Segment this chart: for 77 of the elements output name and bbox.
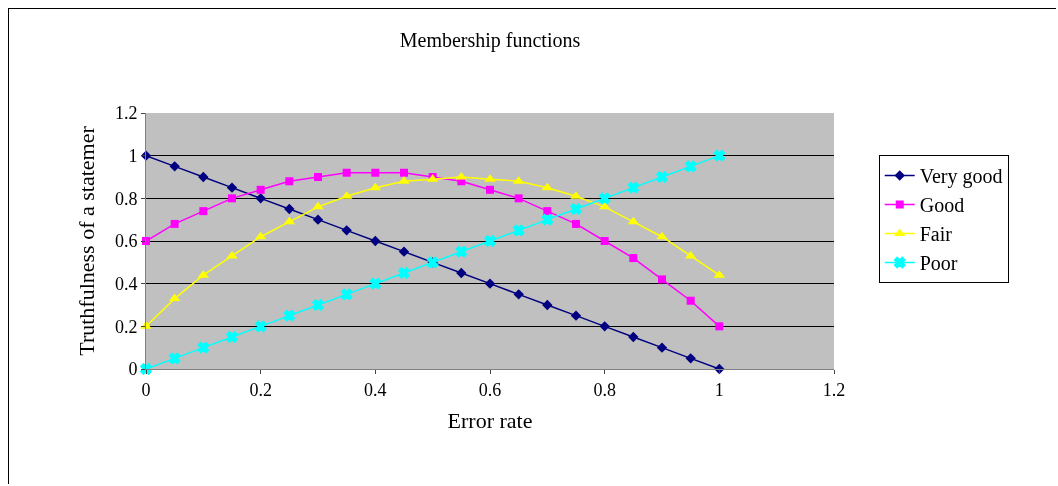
point	[170, 219, 179, 228]
point	[256, 185, 265, 194]
point	[685, 353, 696, 364]
y-tick-label: 1	[128, 145, 138, 166]
point	[656, 171, 668, 183]
point	[398, 267, 410, 279]
point	[514, 194, 523, 203]
point	[656, 342, 668, 353]
point	[255, 193, 266, 204]
point	[226, 331, 238, 343]
point	[283, 309, 296, 322]
point	[342, 168, 351, 177]
point	[398, 246, 410, 257]
y-tick-label: 0.4	[114, 273, 138, 294]
point	[512, 224, 525, 237]
point	[284, 203, 295, 215]
point	[572, 219, 580, 228]
point	[570, 310, 582, 321]
point	[541, 213, 554, 226]
y-tick-label: 0.8	[114, 188, 138, 209]
legend-label: Good	[919, 194, 965, 217]
point	[285, 177, 294, 186]
point	[598, 192, 611, 205]
point	[370, 235, 381, 247]
point	[341, 225, 352, 236]
point	[455, 245, 468, 258]
x-axis-title: Error rate	[447, 408, 533, 434]
y-tick-label: 0.2	[114, 316, 138, 337]
point	[168, 352, 181, 365]
legend-label: Poor	[919, 252, 958, 275]
point	[198, 171, 209, 183]
x-tick-label: 0.6	[478, 379, 502, 400]
point	[713, 149, 726, 162]
point	[226, 182, 238, 193]
y-tick-label: 1.2	[114, 103, 138, 124]
point	[456, 267, 467, 279]
chart-title: Membership functions	[399, 28, 581, 52]
point	[542, 299, 553, 311]
x-tick-label: 0.2	[249, 379, 272, 400]
point	[599, 321, 610, 332]
point	[228, 194, 236, 203]
point	[312, 214, 324, 225]
point	[312, 299, 324, 311]
point	[199, 207, 208, 216]
x-tick-label: 1	[714, 379, 724, 400]
legend-label: Fair	[919, 223, 953, 246]
legend-label: Very good	[919, 165, 1003, 189]
point	[340, 288, 353, 301]
x-tick-label: 1.2	[822, 379, 846, 400]
point	[369, 277, 382, 290]
point	[686, 296, 695, 305]
x-tick-label: 0.4	[364, 379, 387, 400]
point	[656, 231, 668, 240]
point	[484, 235, 496, 247]
point	[371, 168, 380, 177]
point	[715, 322, 724, 331]
x-tick-label: 0.8	[593, 379, 616, 400]
point	[513, 289, 524, 300]
point	[484, 278, 496, 289]
point	[543, 207, 552, 216]
y-tick-label: 0.6	[114, 231, 138, 252]
x-tick-label: 0	[141, 379, 151, 400]
point	[684, 160, 697, 173]
y-tick-label: 0	[128, 359, 138, 380]
point	[629, 254, 638, 263]
point	[628, 331, 639, 343]
point	[627, 181, 640, 194]
point	[400, 168, 408, 177]
point	[486, 185, 494, 194]
point	[254, 320, 267, 333]
point	[314, 173, 322, 181]
point	[570, 203, 582, 215]
point	[197, 341, 210, 354]
point	[169, 161, 180, 172]
y-axis-title: Truthfulness of a statemer	[73, 125, 99, 356]
point	[600, 237, 609, 245]
point	[658, 275, 666, 284]
